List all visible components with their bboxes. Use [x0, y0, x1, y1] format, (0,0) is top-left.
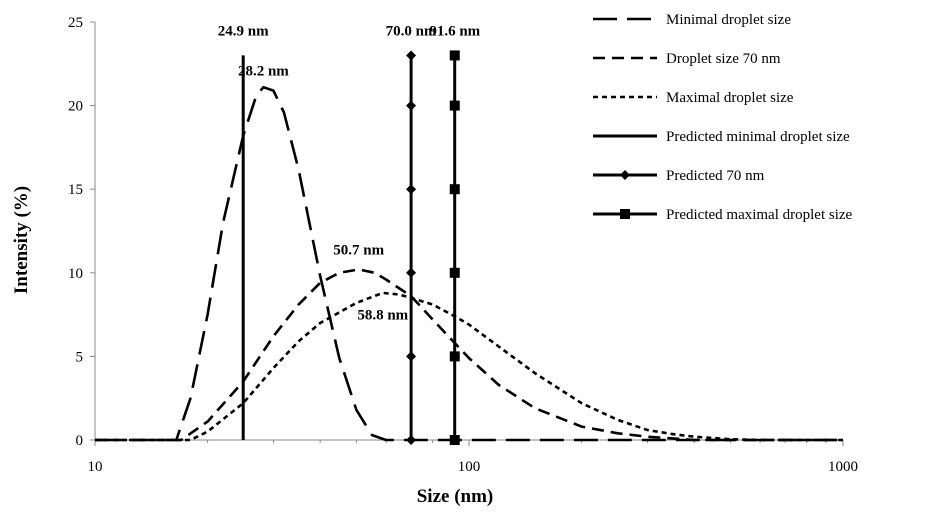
legend-item: Predicted maximal droplet size [593, 207, 853, 223]
y-tick-label: 0 [76, 433, 84, 449]
data-label: 28.2 nm [238, 64, 289, 80]
diamond-marker [406, 184, 417, 195]
y-tick-label: 25 [68, 15, 83, 31]
diamond-marker [406, 435, 417, 445]
square-marker [449, 351, 460, 362]
y-tick-label: 10 [68, 266, 83, 282]
diamond-marker [406, 100, 417, 111]
x-tick-label: 10 [88, 459, 103, 475]
y-axis-title: Intensity (%) [11, 186, 32, 294]
series-line-3 [95, 291, 843, 442]
square-marker [449, 184, 460, 195]
diamond-marker [406, 50, 417, 61]
square-marker [449, 50, 460, 61]
legend-item: Minimal droplet size [593, 12, 791, 28]
diamond-marker [406, 351, 417, 362]
series-line-1 [95, 85, 843, 442]
legend-label: Predicted 70 nm [666, 168, 765, 184]
legend-item: Maximal droplet size [593, 90, 794, 106]
y-tick-label: 20 [68, 99, 83, 115]
legend-label: Predicted minimal droplet size [666, 129, 850, 145]
legend-diamond-marker [620, 170, 630, 180]
legend: Minimal droplet size Droplet size 70 nm Ma… [593, 12, 853, 223]
legend-item: Droplet size 70 nm [593, 51, 781, 67]
data-label: 91.6 nm [429, 23, 480, 39]
x-tick-label: 100 [458, 459, 481, 475]
axes: 0 5 10 15 20 25 10 100 1000 [68, 15, 858, 475]
data-label: 70.0 nm [386, 23, 437, 39]
legend-label: Predicted maximal droplet size [666, 207, 853, 223]
square-marker [449, 100, 460, 111]
legend-item: Predicted 70 nm [593, 168, 765, 184]
series-line-2 [95, 268, 843, 442]
x-tick-label: 1000 [828, 459, 858, 475]
series-layer [95, 50, 843, 445]
y-tick-label: 5 [76, 349, 84, 365]
legend-label: Maximal droplet size [666, 90, 794, 106]
diamond-marker [406, 267, 417, 278]
legend-item: Predicted minimal droplet size [593, 129, 850, 145]
square-marker [449, 267, 460, 278]
data-label: 58.8 nm [357, 308, 408, 324]
legend-square-marker [620, 209, 630, 219]
legend-label: Droplet size 70 nm [666, 51, 781, 67]
data-label: 24.9 nm [218, 23, 269, 39]
x-axis-title: Size (nm) [417, 486, 494, 507]
square-marker [449, 435, 460, 445]
legend-label: Minimal droplet size [666, 12, 791, 28]
data-label: 50.7 nm [333, 242, 384, 258]
y-tick-label: 15 [68, 182, 83, 198]
